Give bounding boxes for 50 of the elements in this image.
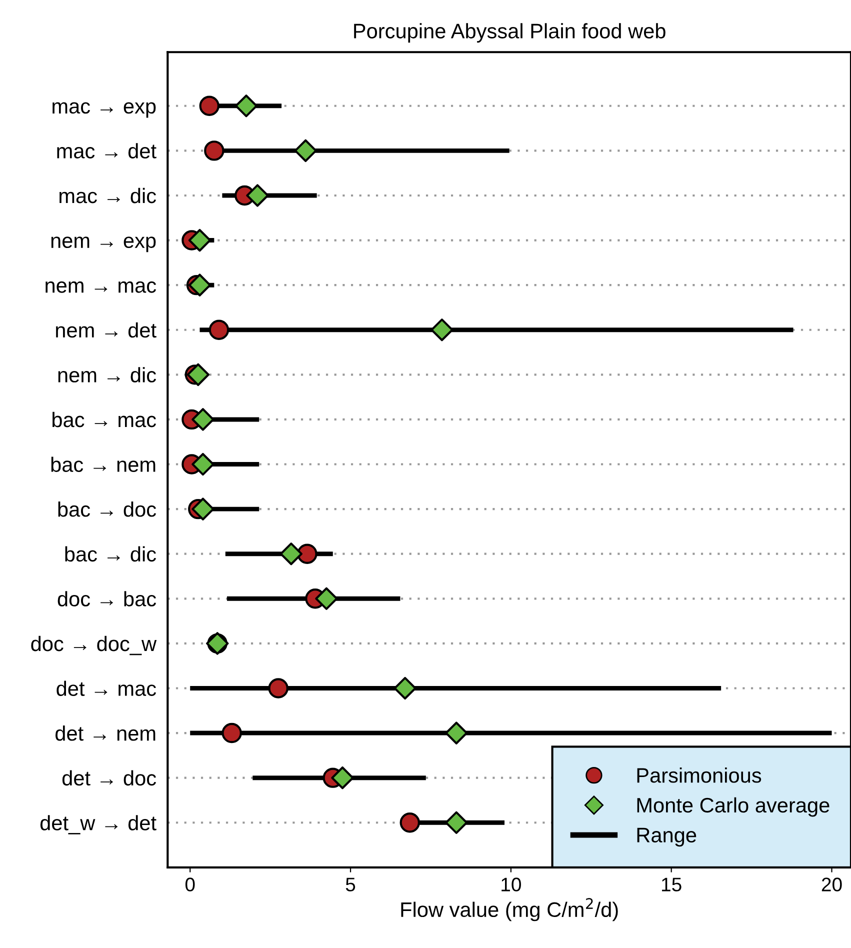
point — [204, 140, 224, 161]
y-tick-label: bac → dic — [65, 546, 156, 562]
y-tick-label: det → nem — [56, 725, 156, 741]
point — [400, 812, 420, 833]
y-tick-label: det_w → det — [40, 815, 156, 834]
x-tick-label: 5 — [346, 878, 356, 892]
y-tick-label: nem → mac — [46, 281, 156, 293]
point — [268, 678, 288, 698]
legend-label: Monte Carlo average — [637, 797, 830, 817]
point — [192, 452, 214, 476]
point — [222, 722, 242, 744]
x-tick-label: 0 — [185, 878, 195, 892]
y-tick-label: doc → doc_w — [31, 636, 157, 656]
point — [331, 766, 354, 790]
y-tick-label: det → mac — [56, 680, 156, 696]
y-tick-label: det → doc — [62, 770, 156, 786]
x-tick-label: 15 — [662, 878, 682, 892]
point — [192, 498, 214, 520]
point — [294, 139, 317, 162]
x-axis-title: Flow value (mg C/m$^{2}$/d) — [401, 898, 618, 922]
y-tick-label: nem → exp — [51, 236, 156, 252]
x-tick-label: 10 — [502, 878, 521, 892]
point — [297, 544, 318, 564]
point — [246, 184, 269, 207]
point — [186, 363, 210, 386]
y-tick-label: doc → bac — [58, 591, 156, 606]
point — [394, 676, 416, 700]
point — [188, 274, 212, 296]
y-tick-label: mac → exp — [52, 102, 156, 118]
y-tick-label: nem → det — [56, 322, 156, 338]
legend-label: Range — [637, 828, 696, 847]
point — [430, 318, 454, 342]
chart-title: Porcupine Abyssal Plain food web — [354, 23, 666, 43]
y-tick-label: bac → doc — [58, 502, 156, 517]
y-tick-label: bac → nem — [51, 456, 156, 472]
point — [280, 542, 303, 566]
y-tick-label: nem → dic — [58, 367, 156, 382]
point — [199, 96, 220, 116]
legend-label: Parsimonious — [637, 767, 762, 783]
y-tick-label: mac → dic — [60, 188, 156, 204]
x-tick-label: 20 — [822, 878, 842, 892]
point — [445, 722, 468, 744]
point — [315, 587, 338, 610]
point — [192, 408, 214, 431]
point — [188, 228, 212, 252]
y-tick-label: bac → mac — [52, 412, 156, 428]
point — [445, 811, 468, 834]
point — [208, 320, 230, 340]
y-tick-label: mac → det — [57, 143, 156, 158]
point — [234, 94, 258, 118]
